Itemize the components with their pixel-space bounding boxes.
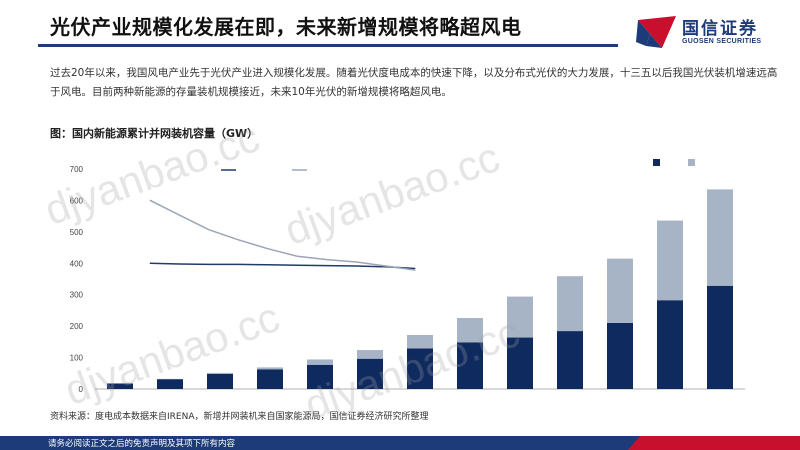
bar-wind [107, 383, 133, 389]
chart-area: 0 100 200 300 400 500 600 700 [70, 159, 745, 394]
disclaimer-text: 请务必阅读正文之后的免责声明及其项下所有内容 [48, 439, 236, 449]
logo-text-en: GUOSEN SECURITIES [682, 38, 762, 45]
figure-title: 图：国内新能源累计并网装机容量（GW） [50, 127, 259, 140]
intro-paragraph: 过去20年以来，我国风电产业先于光伏产业进入规模化发展。随着光伏度电成本的快速下… [50, 67, 778, 98]
legend-swatch-wind [653, 159, 660, 166]
bar-solar [457, 318, 483, 343]
bar-wind [257, 369, 283, 389]
bar-wind [307, 364, 333, 389]
bar-wind [457, 342, 483, 389]
bar-solar [557, 276, 583, 332]
y-tick-label: 100 [70, 354, 84, 363]
bar-solar [607, 258, 633, 323]
source-note: 资料来源：度电成本数据来自IRENA，新增并网装机来自国家能源局，国信证券经济研… [50, 412, 429, 422]
logo-mark-icon [636, 16, 676, 48]
series-line-wind [149, 262, 416, 270]
y-tick-label: 300 [70, 291, 84, 300]
bar-wind [357, 358, 383, 389]
series-line-solar [149, 199, 416, 271]
bar-solar [707, 189, 733, 286]
footer-accent [640, 436, 800, 450]
legend-swatch-solar [688, 159, 695, 166]
y-tick-label: 700 [70, 165, 84, 174]
bar-solar [357, 350, 383, 359]
bar-solar [507, 296, 533, 338]
y-tick-label: 500 [70, 228, 84, 237]
bar-solar [407, 334, 433, 349]
page-title: 光伏产业规模化发展在即，未来新增规模将略超风电 [50, 15, 522, 39]
footer-bar: 请务必阅读正文之后的免责声明及其项下所有内容 [0, 436, 800, 450]
bar-solar [657, 220, 683, 301]
bar-wind [507, 337, 533, 389]
bar-wind [157, 379, 183, 389]
bar-wind [707, 285, 733, 389]
footer-accent-notch [628, 436, 640, 450]
bar-wind [407, 348, 433, 389]
bar-solar [257, 367, 283, 370]
logo-text-cn: 国信证券 [682, 19, 758, 39]
bar-solar [307, 359, 333, 365]
bar-wind [607, 322, 633, 389]
bar-wind [557, 331, 583, 389]
y-tick-label: 200 [70, 322, 84, 331]
slide-header: 光伏产业规模化发展在即，未来新增规模将略超风电 国信证券 GUOSEN SECU… [0, 0, 800, 54]
bar-wind [207, 373, 233, 389]
bar-solar [207, 372, 233, 374]
y-tick-label: 600 [70, 196, 84, 205]
y-tick-label: 400 [70, 259, 84, 268]
bar-wind [657, 300, 683, 389]
y-tick-label: 0 [79, 385, 84, 394]
company-logo: 国信证券 GUOSEN SECURITIES [636, 12, 796, 52]
title-underline [38, 44, 618, 47]
